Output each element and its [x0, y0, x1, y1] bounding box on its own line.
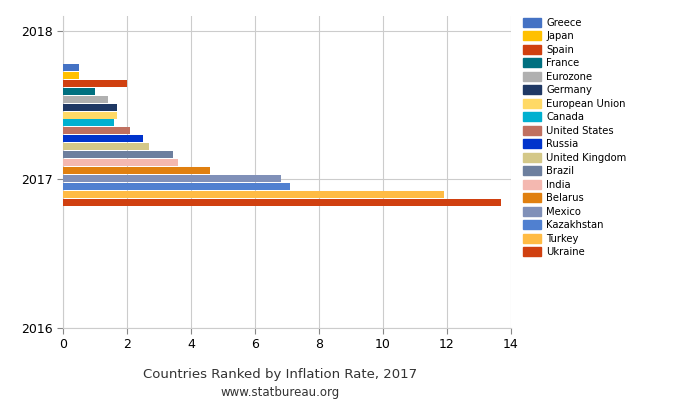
Bar [63, 112, 118, 118]
Bar [63, 64, 79, 71]
Bar [63, 88, 95, 95]
Bar [63, 183, 290, 190]
Bar [63, 80, 127, 87]
Bar [63, 191, 444, 198]
Bar [63, 120, 114, 126]
Bar [63, 104, 118, 111]
Bar [63, 175, 281, 182]
Bar [63, 135, 143, 142]
Bar [63, 151, 174, 158]
Bar [63, 96, 108, 103]
Bar [63, 143, 149, 150]
Text: Countries Ranked by Inflation Rate, 2017: Countries Ranked by Inflation Rate, 2017 [143, 368, 417, 381]
Bar [63, 167, 210, 174]
Bar [63, 199, 501, 206]
Text: www.statbureau.org: www.statbureau.org [220, 386, 340, 399]
Bar [63, 159, 178, 166]
Bar [63, 72, 79, 79]
Bar [63, 128, 130, 134]
Legend: Greece, Japan, Spain, France, Eurozone, Germany, European Union, Canada, United : Greece, Japan, Spain, France, Eurozone, … [521, 15, 630, 260]
